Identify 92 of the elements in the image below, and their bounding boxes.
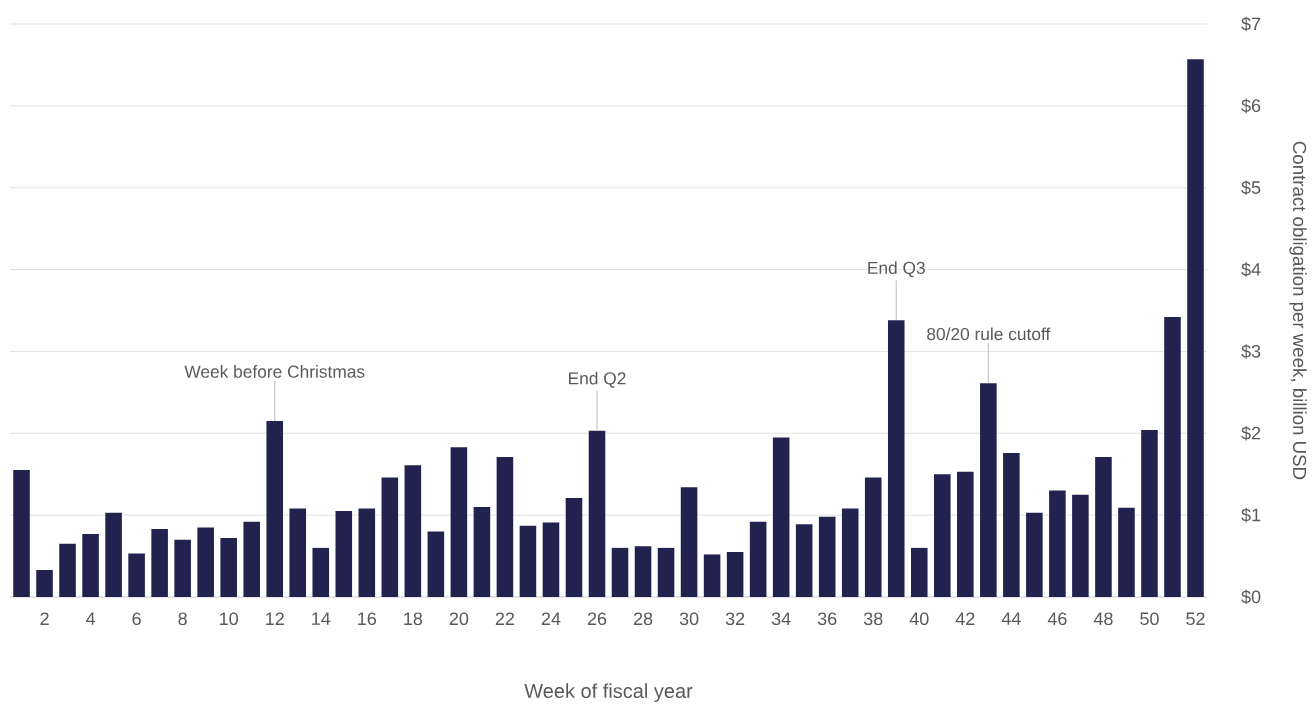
x-tick-label: 26 — [587, 612, 607, 626]
x-tick-label: 52 — [1186, 612, 1205, 626]
y-tick-label: $3 — [1241, 344, 1261, 359]
bar — [243, 521, 260, 597]
x-tick-label: 10 — [220, 612, 238, 626]
x-tick-label: 48 — [1093, 612, 1113, 626]
bar — [772, 437, 790, 597]
bar — [1049, 490, 1066, 597]
x-tick-label: 46 — [1047, 612, 1067, 626]
y-tick-label: $6 — [1241, 98, 1261, 114]
annotation: End Q2 — [569, 371, 626, 388]
annotation: Week before Christmas — [184, 365, 365, 378]
bar — [726, 551, 744, 597]
annotation: End Q3 — [868, 261, 925, 278]
y-tick-label: $7 — [1241, 16, 1261, 32]
bar — [36, 569, 53, 597]
bar — [1187, 59, 1204, 597]
x-tick-label: 32 — [725, 612, 745, 626]
x-tick-label: 16 — [358, 612, 377, 626]
annotation: 80/20 rule cutoff — [927, 327, 1051, 341]
x-tick-label: 22 — [495, 612, 515, 625]
bar — [13, 470, 30, 597]
bar — [1164, 317, 1181, 597]
x-axis-title: Week of fiscal year — [524, 683, 693, 703]
bar — [519, 525, 537, 597]
x-tick-label: 34 — [771, 612, 791, 626]
y-tick-label: $2 — [1241, 426, 1261, 441]
bar — [841, 508, 859, 597]
bar — [82, 533, 99, 597]
x-tick-label: 6 — [132, 612, 141, 626]
x-tick-label: 28 — [633, 612, 653, 626]
bar — [404, 465, 422, 597]
bar — [496, 457, 514, 597]
y-axis-title: Contract obligation per week, billion USD — [1289, 141, 1307, 480]
bar — [1072, 494, 1089, 597]
bar — [105, 512, 122, 597]
bar — [197, 527, 214, 597]
bar — [934, 474, 951, 597]
bar — [703, 554, 721, 597]
x-tick-label: 42 — [955, 612, 975, 625]
bar — [266, 421, 284, 597]
bar — [1118, 507, 1135, 597]
x-tick-label: 24 — [541, 612, 561, 625]
bar — [59, 543, 76, 597]
x-tick-label: 2 — [40, 612, 49, 625]
bar — [795, 524, 813, 597]
bar — [980, 383, 997, 597]
bar — [565, 497, 583, 597]
x-tick-label: 30 — [679, 612, 699, 626]
bar — [634, 546, 652, 597]
bar — [151, 529, 168, 597]
bar — [611, 547, 629, 597]
bar — [864, 477, 882, 597]
bar — [358, 508, 376, 597]
bar — [1026, 512, 1043, 597]
bar — [174, 539, 191, 597]
y-tick-label: $5 — [1241, 180, 1261, 196]
x-tick-label: 50 — [1140, 612, 1159, 626]
x-tick-label: 40 — [909, 612, 929, 626]
bar — [910, 547, 928, 597]
y-tick-label: $4 — [1241, 262, 1261, 277]
x-tick-label: 38 — [863, 612, 883, 626]
bar — [1003, 452, 1020, 597]
bar — [1141, 430, 1158, 597]
bar — [335, 511, 353, 597]
x-tick-label: 4 — [85, 612, 96, 625]
bar — [542, 522, 560, 597]
bar — [473, 506, 491, 597]
bar — [680, 487, 698, 597]
bar — [749, 521, 767, 597]
bar — [220, 538, 237, 597]
bar — [381, 477, 399, 597]
bar — [657, 547, 675, 597]
y-tick-label: $1 — [1241, 507, 1261, 523]
x-tick-label: 12 — [266, 612, 284, 625]
bar — [1095, 457, 1112, 597]
x-tick-label: 44 — [1001, 612, 1021, 625]
bar — [312, 547, 330, 597]
bar — [588, 430, 606, 597]
x-tick-label: 36 — [817, 612, 837, 626]
bar — [128, 553, 145, 597]
bar — [887, 320, 905, 597]
bar — [450, 447, 468, 597]
bar — [818, 516, 836, 597]
y-tick-label: $0 — [1241, 589, 1261, 605]
x-tick-label: 18 — [404, 612, 423, 626]
bar — [289, 508, 307, 597]
x-tick-label: 14 — [312, 612, 331, 625]
bar — [427, 531, 445, 597]
x-tick-label: 20 — [449, 612, 469, 626]
x-tick-label: 8 — [178, 612, 187, 626]
bar — [957, 471, 974, 597]
